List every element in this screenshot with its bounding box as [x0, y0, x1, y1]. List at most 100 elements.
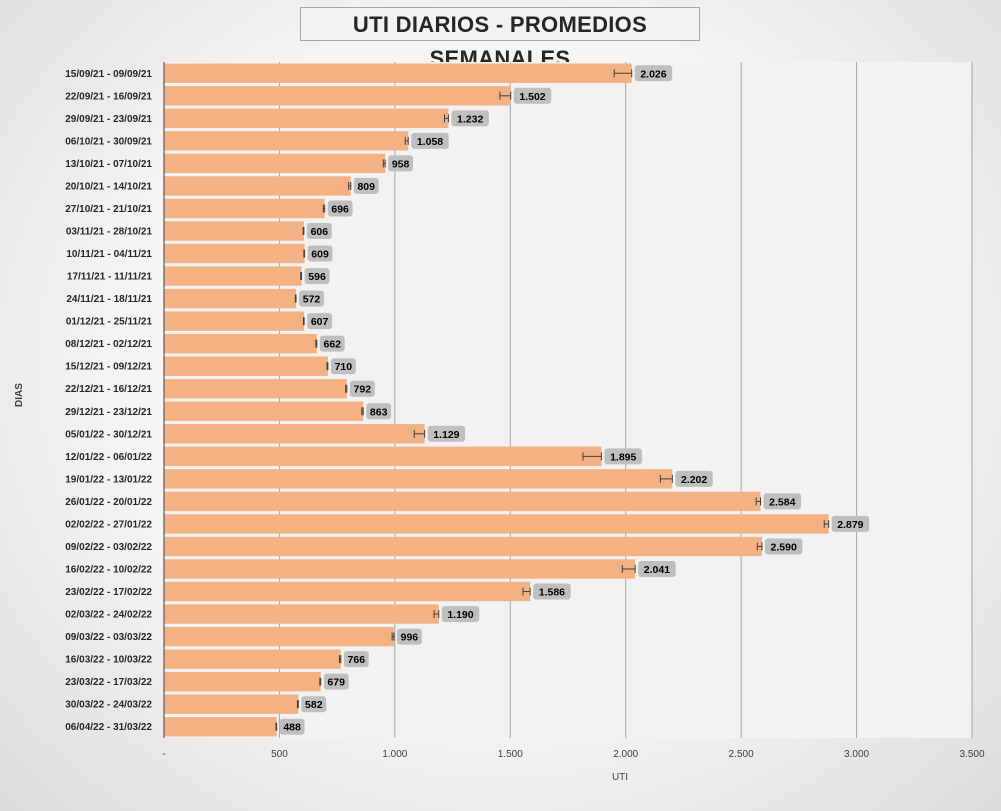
- data-label: 679: [327, 677, 345, 689]
- y-tick-label: 22/09/21 - 16/09/21: [65, 91, 152, 102]
- y-tick-label: 17/11/21 - 11/11/21: [67, 272, 153, 283]
- y-tick-label: 05/01/22 - 30/12/21: [65, 429, 152, 440]
- y-tick-labels: 15/09/21 - 09/09/21 22/09/21 - 16/09/21 29…: [65, 69, 152, 733]
- x-tick-label: 3.000: [844, 749, 869, 760]
- y-tick-label: 16/02/22 - 10/02/22: [65, 565, 152, 576]
- data-label: 2.041: [644, 564, 670, 576]
- data-label: 792: [354, 384, 372, 396]
- data-label: 1.129: [433, 429, 459, 441]
- data-label: 1.232: [457, 113, 483, 125]
- bar: [164, 356, 328, 376]
- bar: [164, 446, 602, 467]
- y-tick-label: 06/04/22 - 31/03/22: [65, 722, 152, 733]
- data-label: 2.590: [771, 541, 797, 553]
- data-label-box: [831, 515, 870, 532]
- data-label: 958: [392, 158, 410, 170]
- data-label-box: [634, 65, 673, 82]
- y-tick-label: 27/10/21 - 21/10/21: [65, 204, 152, 215]
- x-tick-label: 1.000: [382, 749, 407, 760]
- data-label: 2.584: [769, 496, 795, 508]
- data-label: 596: [308, 271, 326, 283]
- bar: [164, 379, 347, 399]
- y-tick-label: 15/09/21 - 09/09/21: [65, 69, 152, 80]
- plot-area: [164, 62, 972, 738]
- x-tick-label: 3.500: [959, 749, 984, 760]
- data-label-box: [513, 87, 552, 104]
- data-label-box: [304, 268, 330, 285]
- bar: [164, 333, 317, 354]
- data-label: 607: [311, 316, 329, 328]
- bar: [164, 559, 636, 579]
- bar: [164, 649, 341, 669]
- data-label-box: [327, 200, 353, 217]
- y-tick-label: 26/01/22 - 20/01/22: [65, 497, 152, 508]
- data-label: 606: [311, 226, 329, 238]
- data-label: 1.895: [610, 451, 636, 463]
- y-tick-label: 29/09/21 - 23/09/21: [65, 114, 152, 125]
- data-label: 2.202: [681, 474, 707, 486]
- y-tick-label: 02/03/22 - 24/02/22: [65, 610, 152, 621]
- bar: [164, 671, 321, 692]
- data-label-box: [441, 606, 480, 623]
- y-tick-label: 03/11/21 - 28/10/21: [66, 227, 153, 238]
- bar: [164, 694, 299, 714]
- y-tick-label: 01/12/21 - 25/11/21: [66, 317, 153, 328]
- bar: [164, 63, 632, 83]
- data-label-box: [604, 448, 642, 465]
- data-label: 710: [335, 361, 353, 373]
- bar: [164, 243, 305, 264]
- y-tick-label: 10/11/21 - 04/11/21: [66, 249, 152, 260]
- y-tick-label: 30/03/22 - 24/03/22: [65, 700, 152, 711]
- y-tick-label: 02/02/22 - 27/01/22: [65, 519, 152, 530]
- data-label-box: [306, 223, 332, 239]
- data-label-box: [307, 313, 333, 330]
- data-label-box: [764, 538, 803, 555]
- y-axis-title: DIAS: [14, 383, 25, 407]
- data-label-box: [763, 493, 802, 510]
- data-label: 2.026: [640, 68, 666, 80]
- data-label-box: [343, 651, 369, 668]
- y-tick-label: 06/10/21 - 30/09/21: [65, 136, 152, 147]
- data-label: 863: [370, 406, 388, 418]
- data-label-box: [301, 696, 327, 713]
- data-label-box: [319, 335, 345, 352]
- data-label: 2.879: [837, 519, 863, 531]
- bar: [164, 604, 439, 624]
- x-tick-label: 1.500: [498, 749, 523, 760]
- data-label: 1.586: [539, 587, 565, 599]
- y-tick-label: 16/03/22 - 10/03/22: [65, 655, 152, 666]
- data-label: 488: [283, 722, 301, 734]
- y-tick-label: 12/01/22 - 06/01/22: [65, 452, 152, 463]
- data-label-box: [307, 245, 333, 262]
- data-label-box: [349, 380, 375, 397]
- data-label-box: [353, 177, 379, 194]
- x-tick-labels: - 500 1.000 1.500 2.000 2.500 3.000 3.500: [162, 749, 985, 760]
- y-tick-label: 08/12/21 - 02/12/21: [65, 339, 152, 350]
- data-label: 662: [324, 339, 342, 351]
- x-tick-label: -: [162, 749, 165, 760]
- bar: [164, 153, 386, 174]
- bar: [164, 131, 409, 151]
- bar: [164, 401, 364, 421]
- data-label-box: [388, 155, 414, 172]
- bar: [164, 108, 449, 129]
- bar: [164, 469, 673, 489]
- gridlines: [163, 62, 973, 738]
- y-tick-label: 15/12/21 - 09/12/21: [65, 362, 152, 373]
- bar: [164, 288, 297, 309]
- bar: [164, 626, 394, 647]
- data-label: 582: [305, 699, 323, 711]
- bar: [164, 581, 531, 602]
- y-tick-label: 29/12/21 - 23/12/21: [65, 407, 152, 418]
- data-label: 572: [303, 294, 321, 306]
- data-label: 766: [348, 654, 366, 666]
- bar: [164, 514, 829, 534]
- bar: [164, 176, 351, 196]
- data-label-box: [638, 561, 676, 577]
- bar: [164, 198, 325, 219]
- bars: [164, 63, 829, 737]
- y-tick-label: 09/02/22 - 03/02/22: [65, 542, 152, 553]
- y-tick-label: 23/03/22 - 17/03/22: [65, 677, 152, 688]
- bar: [164, 491, 761, 512]
